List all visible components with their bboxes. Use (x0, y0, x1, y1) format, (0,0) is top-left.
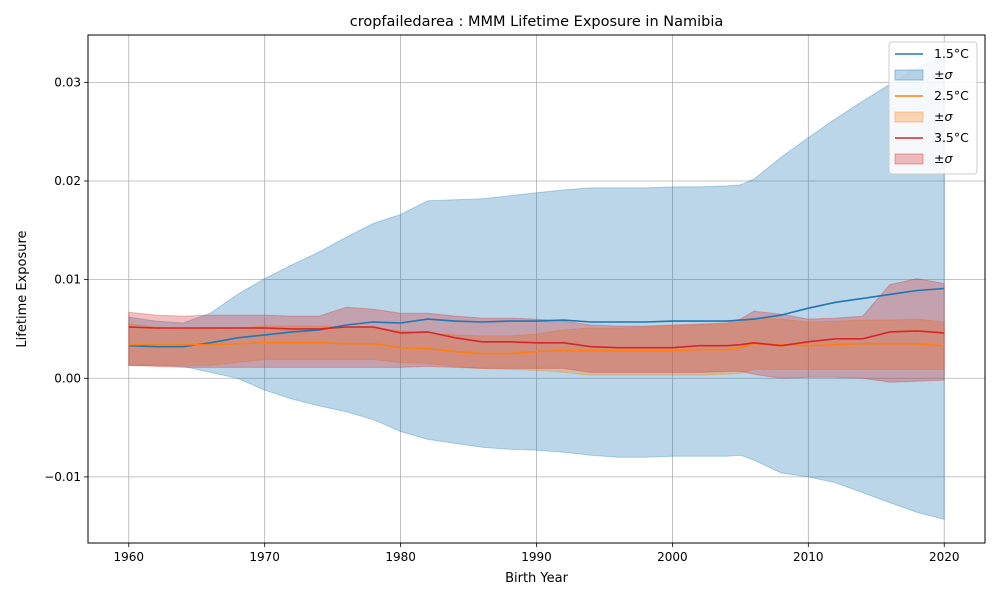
band-layer (128, 55, 945, 520)
tick-layer: 1960 1970 1980 1990 2000 2010 2020 −0.01 0.00 0.0… (44, 75, 959, 564)
legend-band-swatch (894, 69, 924, 81)
legend-band-swatch (894, 153, 924, 165)
y-tick-label: 0.02 (54, 174, 81, 188)
y-axis-label: Lifetime Exposure (15, 230, 30, 347)
y-tick-label: −0.01 (44, 470, 81, 484)
line-series-1 (128, 341, 945, 355)
x-axis-label: Birth Year (505, 571, 569, 586)
line-series-2 (128, 326, 945, 349)
x-tick-label: 2000 (657, 550, 688, 564)
legend: 1.5°C ±σ 2.5°C ±σ 3.5°C ±σ (888, 41, 978, 175)
x-tick-label: 1990 (521, 550, 552, 564)
band-series-2 (128, 278, 945, 383)
x-tick-label: 1960 (113, 550, 144, 564)
legend-band-label: ±σ (934, 109, 953, 124)
y-tick-label: 0.03 (54, 75, 81, 89)
legend-band-label: ±σ (934, 67, 953, 82)
band-series-0 (128, 55, 945, 520)
y-tick-label: 0.00 (54, 371, 81, 385)
x-tick-label: 1970 (249, 550, 280, 564)
x-tick-label: 2020 (929, 550, 960, 564)
legend-label: 2.5°C (934, 88, 969, 103)
legend-box (888, 41, 978, 175)
legend-label: 3.5°C (934, 130, 969, 145)
legend-label: 1.5°C (934, 46, 969, 61)
x-tick-label: 1980 (385, 550, 416, 564)
legend-band-swatch (894, 111, 924, 123)
legend-band-label: ±σ (934, 151, 953, 166)
y-tick-label: 0.01 (54, 273, 81, 287)
chart-title: cropfailedarea : MMM Lifetime Exposure i… (350, 14, 724, 30)
x-tick-label: 2010 (793, 550, 824, 564)
line-layer (128, 287, 945, 355)
grid-layer (88, 35, 985, 543)
line-series-0 (128, 287, 945, 348)
